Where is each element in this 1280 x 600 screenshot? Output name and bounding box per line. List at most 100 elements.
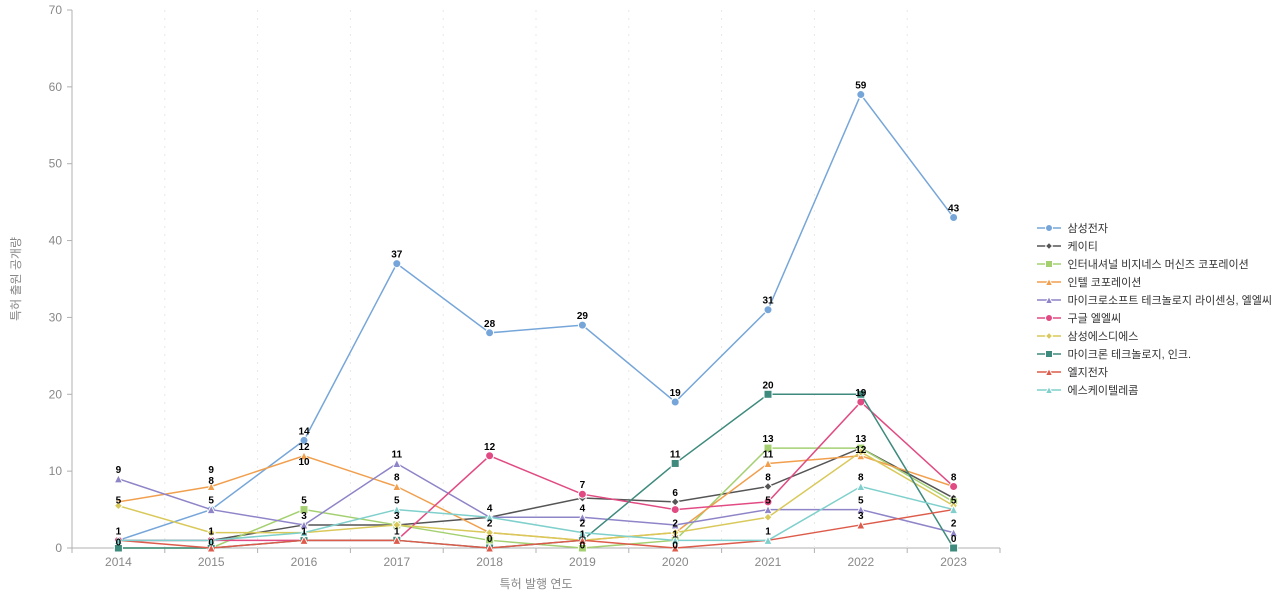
data-label: 13 (762, 434, 774, 445)
legend-item: 마이크론 테크놀로지, 인크. (1037, 346, 1272, 362)
data-marker (671, 506, 679, 514)
data-label: 12 (855, 445, 867, 456)
y-tick-label: 30 (49, 310, 63, 324)
data-label: 2 (487, 519, 493, 530)
series-line (118, 95, 953, 541)
data-label: 3 (301, 511, 307, 522)
data-label: 3 (394, 511, 400, 522)
legend-swatch (1037, 348, 1061, 360)
data-label: 8 (765, 473, 771, 484)
data-label: 1 (301, 526, 307, 537)
legend-item: 삼성전자 (1037, 220, 1272, 236)
data-label: 19 (670, 388, 682, 399)
data-label: 8 (858, 473, 864, 484)
x-tick-label: 2023 (940, 555, 967, 569)
data-marker (486, 452, 494, 460)
legend-swatch (1037, 294, 1061, 306)
data-marker (857, 91, 865, 99)
data-label: 1 (765, 526, 771, 537)
data-label: 11 (763, 449, 774, 460)
y-tick-label: 50 (49, 157, 63, 171)
x-tick-label: 2017 (383, 555, 410, 569)
legend-label: 삼성에스디에스 (1067, 328, 1138, 344)
data-label: 19 (855, 388, 867, 399)
y-tick-label: 60 (49, 80, 63, 94)
y-tick-label: 20 (49, 387, 63, 401)
data-label: 11 (670, 449, 681, 460)
data-marker (950, 214, 958, 222)
data-marker (393, 483, 401, 491)
data-marker (950, 483, 958, 491)
legend-label: 구글 엘엘씨 (1067, 310, 1121, 326)
legend-swatch (1037, 222, 1061, 234)
data-label: 8 (394, 473, 400, 484)
series (114, 506, 957, 552)
data-marker (671, 459, 679, 467)
data-label: 9 (208, 465, 214, 476)
legend-label: 케이티 (1067, 238, 1097, 254)
data-label: 28 (484, 319, 496, 330)
data-label: 9 (116, 465, 122, 476)
legend-item: 인텔 코포레이션 (1037, 274, 1272, 290)
x-tick-label: 2021 (755, 555, 782, 569)
legend-label: 에스케이텔레콤 (1067, 382, 1138, 398)
legend-label: 삼성전자 (1067, 220, 1107, 236)
x-axis-title: 특허 발행 연도 (500, 576, 573, 591)
data-label: 5 (765, 496, 771, 507)
legend-item: 엘지전자 (1037, 364, 1272, 380)
data-label: 13 (855, 434, 867, 445)
data-marker (764, 306, 772, 314)
legend-item: 구글 엘엘씨 (1037, 310, 1272, 326)
data-label: 2 (580, 519, 586, 530)
x-tick-label: 2022 (847, 555, 874, 569)
series (114, 390, 957, 552)
data-marker (486, 329, 494, 337)
data-label: 0 (487, 534, 493, 545)
legend-swatch (1037, 312, 1061, 324)
legend-swatch (1037, 330, 1061, 342)
data-marker (578, 490, 586, 498)
data-label: 5 (858, 496, 864, 507)
data-label: 1 (672, 530, 678, 541)
data-label: 2 (951, 519, 957, 530)
legend-item: 에스케이텔레콤 (1037, 382, 1272, 398)
data-label: 0 (116, 537, 122, 548)
series-line (118, 452, 953, 540)
data-label: 5 (951, 496, 957, 507)
x-tick-label: 2014 (105, 555, 132, 569)
data-label: 0 (672, 541, 678, 552)
x-tick-label: 2015 (198, 555, 225, 569)
data-label: 11 (392, 449, 403, 460)
data-label: 10 (298, 457, 310, 468)
series-line (118, 402, 953, 540)
data-label: 5 (116, 496, 122, 507)
data-marker (114, 475, 122, 483)
data-label: 12 (484, 442, 496, 453)
data-label: 5 (208, 496, 214, 507)
data-label: 4 (487, 503, 493, 514)
data-label: 0 (580, 541, 586, 552)
legend-item: 인터내셔널 비지네스 머신즈 코포레이션 (1037, 256, 1272, 272)
legend-label: 엘지전자 (1067, 364, 1107, 380)
legend-label: 인텔 코포레이션 (1067, 274, 1141, 290)
legend-item: 삼성에스디에스 (1037, 328, 1272, 344)
data-label: 0 (951, 534, 957, 545)
data-label: 3 (858, 511, 864, 522)
y-axis-title: 특허 출원 공개량 (9, 237, 23, 321)
data-label: 12 (298, 442, 310, 453)
data-marker (764, 483, 772, 491)
data-label: 8 (951, 473, 957, 484)
data-label: 43 (948, 204, 960, 215)
x-tick-label: 2020 (662, 555, 689, 569)
legend-item: 케이티 (1037, 238, 1272, 254)
data-label: 6 (672, 488, 678, 499)
data-label: 5 (394, 496, 400, 507)
data-label: 8 (208, 476, 214, 487)
data-label: 5 (301, 496, 307, 507)
y-tick-label: 70 (49, 3, 63, 17)
data-label: 1 (116, 526, 122, 537)
y-tick-label: 0 (55, 541, 62, 555)
legend-swatch (1037, 384, 1061, 396)
legend: 삼성전자케이티인터내셔널 비지네스 머신즈 코포레이션인텔 코포레이션마이크로소… (1037, 220, 1272, 400)
data-marker (393, 459, 401, 467)
